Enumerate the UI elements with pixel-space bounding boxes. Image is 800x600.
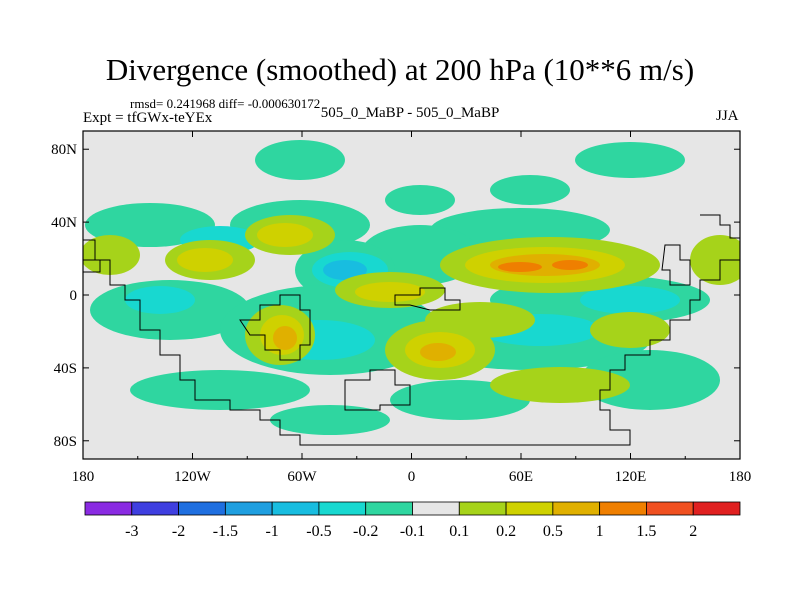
colorbar-swatch bbox=[131, 501, 179, 516]
field-region bbox=[125, 286, 195, 314]
x-tick-label: 120W bbox=[174, 469, 212, 485]
colorbar-swatch bbox=[599, 501, 647, 516]
field-region bbox=[130, 370, 310, 410]
colorbar-swatch bbox=[365, 501, 413, 516]
colorbar-label: 1 bbox=[596, 523, 604, 540]
y-tick-label: 40S bbox=[54, 361, 77, 377]
chart-title: Divergence (smoothed) at 200 hPa (10**6 … bbox=[105, 52, 695, 87]
y-tick-label: 40N bbox=[51, 215, 77, 231]
y-tick-label: 80N bbox=[51, 142, 77, 158]
field-region bbox=[498, 262, 542, 272]
field-region bbox=[420, 343, 456, 361]
y-tick-label: 0 bbox=[70, 288, 78, 304]
field-region bbox=[177, 248, 233, 272]
colorbar-swatch bbox=[178, 501, 226, 516]
colorbar-label: 2 bbox=[689, 523, 697, 540]
colorbar-swatch bbox=[646, 501, 694, 516]
y-tick-label: 80S bbox=[54, 434, 77, 450]
colorbar-label: -3 bbox=[125, 523, 138, 540]
colorbar-swatch bbox=[552, 501, 601, 516]
colorbar-label: -1 bbox=[265, 523, 278, 540]
colorbar-swatch bbox=[271, 501, 320, 516]
colorbar-label: -0.1 bbox=[400, 523, 425, 540]
colorbar-swatch bbox=[412, 501, 460, 516]
colorbar-label: -0.5 bbox=[306, 523, 331, 540]
field-region bbox=[273, 326, 297, 350]
colorbar-label: 1.5 bbox=[636, 523, 656, 540]
field-region bbox=[83, 235, 140, 275]
x-tick-label: 180 bbox=[729, 469, 752, 485]
x-tick-label: 60E bbox=[509, 469, 533, 485]
colorbar-label: -0.2 bbox=[353, 523, 378, 540]
experiment-label: Expt = tfGWx-teYEx bbox=[83, 110, 213, 126]
colorbar-label: -1.5 bbox=[213, 523, 238, 540]
x-tick-label: 60W bbox=[287, 469, 317, 485]
land-outline bbox=[83, 214, 740, 446]
colorbar-label: 0.1 bbox=[449, 523, 469, 540]
colorbar-swatch bbox=[505, 501, 554, 516]
field-region bbox=[580, 286, 680, 314]
colorbar-label: 0.5 bbox=[543, 523, 563, 540]
field-region bbox=[270, 405, 390, 435]
field-region bbox=[575, 142, 685, 178]
divergence-field bbox=[83, 140, 740, 435]
colorbar-swatch bbox=[224, 501, 273, 516]
field-region bbox=[490, 175, 570, 205]
field-region bbox=[425, 302, 535, 338]
comparison-label: 505_0_MaBP - 505_0_MaBP bbox=[320, 105, 500, 121]
field-region bbox=[590, 312, 670, 348]
colorbar-swatch bbox=[458, 501, 507, 516]
season-label: JJA bbox=[716, 108, 739, 124]
colorbar-swatch bbox=[318, 501, 367, 516]
field-region bbox=[323, 260, 367, 280]
field-region bbox=[552, 260, 588, 270]
x-tick-label: 180 bbox=[72, 469, 95, 485]
colorbar-label: -2 bbox=[172, 523, 185, 540]
field-region bbox=[385, 185, 455, 215]
colorbar-label: 0.2 bbox=[496, 523, 516, 540]
x-tick-label: 0 bbox=[408, 469, 416, 485]
colorbar-swatch bbox=[84, 501, 133, 516]
field-region bbox=[690, 235, 740, 285]
field-region bbox=[255, 140, 345, 180]
field-region bbox=[257, 223, 313, 247]
colorbar-swatch bbox=[692, 501, 741, 516]
stats-label: rmsd= 0.241968 diff= -0.000630172 bbox=[130, 96, 321, 111]
field-region bbox=[355, 282, 425, 302]
field-region bbox=[490, 367, 630, 403]
x-tick-label: 120E bbox=[615, 469, 647, 485]
